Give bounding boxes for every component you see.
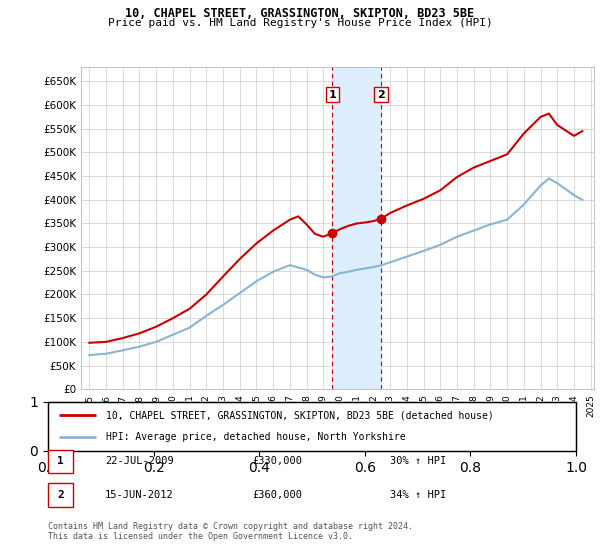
Text: £330,000: £330,000	[252, 456, 302, 466]
Text: £360,000: £360,000	[252, 490, 302, 500]
Text: 10, CHAPEL STREET, GRASSINGTON, SKIPTON, BD23 5BE: 10, CHAPEL STREET, GRASSINGTON, SKIPTON,…	[125, 7, 475, 20]
Text: 22-JUL-2009: 22-JUL-2009	[105, 456, 174, 466]
Text: 2: 2	[57, 490, 64, 500]
Text: 30% ↑ HPI: 30% ↑ HPI	[390, 456, 446, 466]
Text: 34% ↑ HPI: 34% ↑ HPI	[390, 490, 446, 500]
Text: 1: 1	[329, 90, 337, 100]
Bar	[332, 67, 381, 389]
Text: HPI: Average price, detached house, North Yorkshire: HPI: Average price, detached house, Nort…	[106, 432, 406, 442]
Text: Contains HM Land Registry data © Crown copyright and database right 2024.
This d: Contains HM Land Registry data © Crown c…	[48, 522, 413, 542]
Text: Price paid vs. HM Land Registry's House Price Index (HPI): Price paid vs. HM Land Registry's House …	[107, 18, 493, 29]
Text: 10, CHAPEL STREET, GRASSINGTON, SKIPTON, BD23 5BE (detached house): 10, CHAPEL STREET, GRASSINGTON, SKIPTON,…	[106, 410, 494, 421]
Text: 15-JUN-2012: 15-JUN-2012	[105, 490, 174, 500]
Text: 1: 1	[57, 456, 64, 466]
Text: 2: 2	[377, 90, 385, 100]
